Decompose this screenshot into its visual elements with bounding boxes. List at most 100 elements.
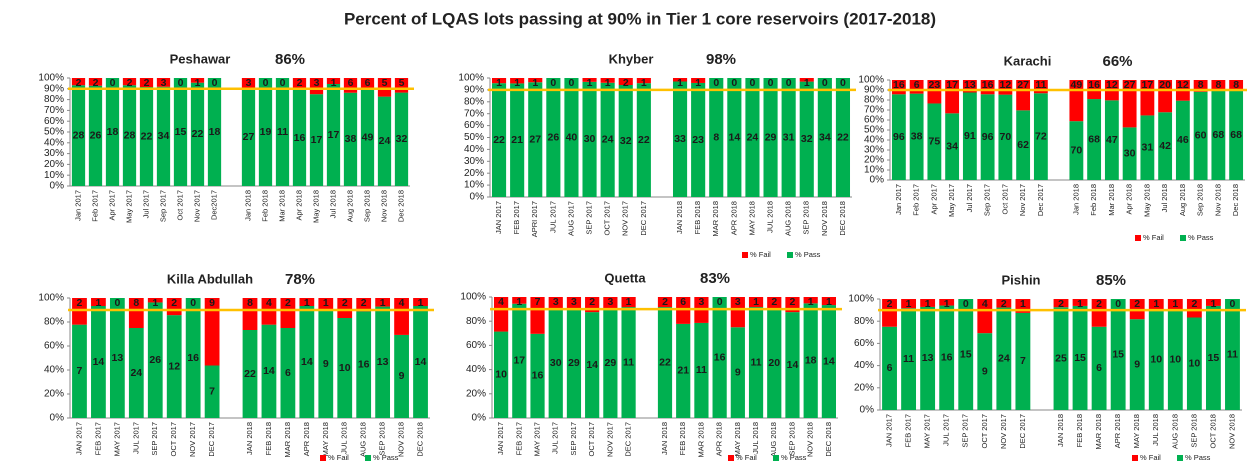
value-label: 24 [747,131,759,143]
bar-segment [730,297,745,328]
value-label: 22 [493,134,505,146]
x-tick-label: JAN 2018 [675,201,684,234]
chart-percent: 85% [1096,272,1126,289]
bar-segment [901,308,917,410]
bar-segment [528,82,543,197]
bar-segment [958,299,974,410]
bar-segment [71,85,86,186]
y-tick-label: 70% [464,108,484,119]
value-label: 9 [399,370,405,382]
bar-segment [927,103,942,180]
bar-segment [309,78,324,95]
value-label: 96 [893,131,905,143]
value-label: 6 [1096,362,1102,374]
bar-segment [920,306,936,410]
bar-segment [618,78,633,85]
value-label: 9 [323,358,329,370]
x-tick-label: FEB 2018 [1075,414,1084,447]
x-tick-label: SEP 2018 [787,422,796,456]
value-label: 49 [1071,79,1083,91]
value-label: 14 [415,356,427,368]
bar-segment [998,94,1013,180]
y-tick-label: 10% [864,165,884,176]
x-tick-label: MAY 2018 [1132,414,1141,448]
legend-label: % Pass [795,250,821,259]
y-tick-label: 80% [464,96,484,107]
x-tick-label: Dec2017 [209,190,218,220]
x-tick-label: FEB 2018 [678,422,687,455]
bar-segment [945,113,960,180]
x-tick-label: SEP 2017 [569,422,578,456]
bar-segment [510,78,525,84]
y-tick-label: 40% [464,144,484,155]
value-label: 0 [550,77,556,89]
value-label: 16 [714,351,726,363]
value-label: 0 [280,77,286,89]
x-tick-label: Mar 2018 [277,190,286,222]
chart-title: Pishin [1001,272,1040,287]
bar-segment [730,327,745,418]
value-label: 10 [1150,353,1162,365]
x-tick-label: Mar 2018 [1107,184,1116,216]
value-label: 7 [209,386,215,398]
value-label: 3 [607,296,613,308]
bar-segment [996,299,1012,308]
bar-segment [528,78,543,83]
x-tick-label: DEC 2018 [416,422,425,457]
legend-swatch [1132,455,1138,461]
bar-segment [72,324,87,418]
value-label: 28 [73,129,85,141]
value-label: 1 [532,77,538,89]
value-label: 49 [362,132,374,144]
value-label: 0 [713,77,719,89]
x-tick-label: Jul 2018 [1160,184,1169,212]
legend-label: % Fail [750,250,771,259]
x-tick-label: JUL 2018 [766,201,775,233]
value-label: 68 [1213,129,1225,141]
bar-segment [375,298,391,307]
value-label: 7 [77,365,83,377]
value-label: 6 [887,362,893,374]
x-tick-label: Nov 2018 [1213,184,1222,216]
legend-swatch [1177,455,1183,461]
y-tick-label: 50% [44,127,64,138]
chart-title: Peshawar [170,51,231,66]
y-tick-label: 0% [860,405,875,416]
x-tick-label: NOV 2017 [999,414,1008,449]
value-label: 2 [93,77,99,89]
x-tick-label: OCT 2017 [603,201,612,235]
value-label: 2 [285,297,291,309]
x-tick-label: JAN 2018 [1056,414,1065,447]
legend-swatch [320,455,326,461]
value-label: 31 [1142,141,1154,153]
x-tick-label: Oct 2017 [175,190,184,220]
bar-segment [241,88,256,186]
bar-segment [763,78,778,197]
y-tick-label: 0% [50,181,65,192]
value-label: 22 [638,134,650,146]
bar-segment [799,81,814,197]
x-tick-label: AUG 2018 [359,422,368,457]
value-label: 23 [929,79,941,91]
value-label: 14 [586,359,598,371]
y-tick-label: 100% [460,292,486,303]
y-tick-label: 0% [472,413,487,424]
value-label: 9 [1134,358,1140,370]
legend-swatch [787,252,793,258]
x-tick-label: OCT 2017 [169,422,178,456]
bar-segment [546,78,561,197]
y-tick-label: 60% [466,340,486,351]
value-label: 68 [1088,133,1100,145]
value-label: 34 [819,131,831,143]
x-tick-label: SEP 2017 [961,414,970,448]
y-tick-label: 50% [464,132,484,143]
value-label: 13 [377,356,389,368]
value-label: 1 [323,297,329,309]
value-label: 5 [382,77,388,89]
bar-segment [803,303,818,418]
x-tick-label: Feb 2018 [1089,184,1098,216]
y-tick-label: 50% [864,125,884,136]
value-label: 12 [1177,79,1189,91]
x-tick-label: Jul 2017 [141,190,150,218]
value-label: 21 [511,134,523,146]
